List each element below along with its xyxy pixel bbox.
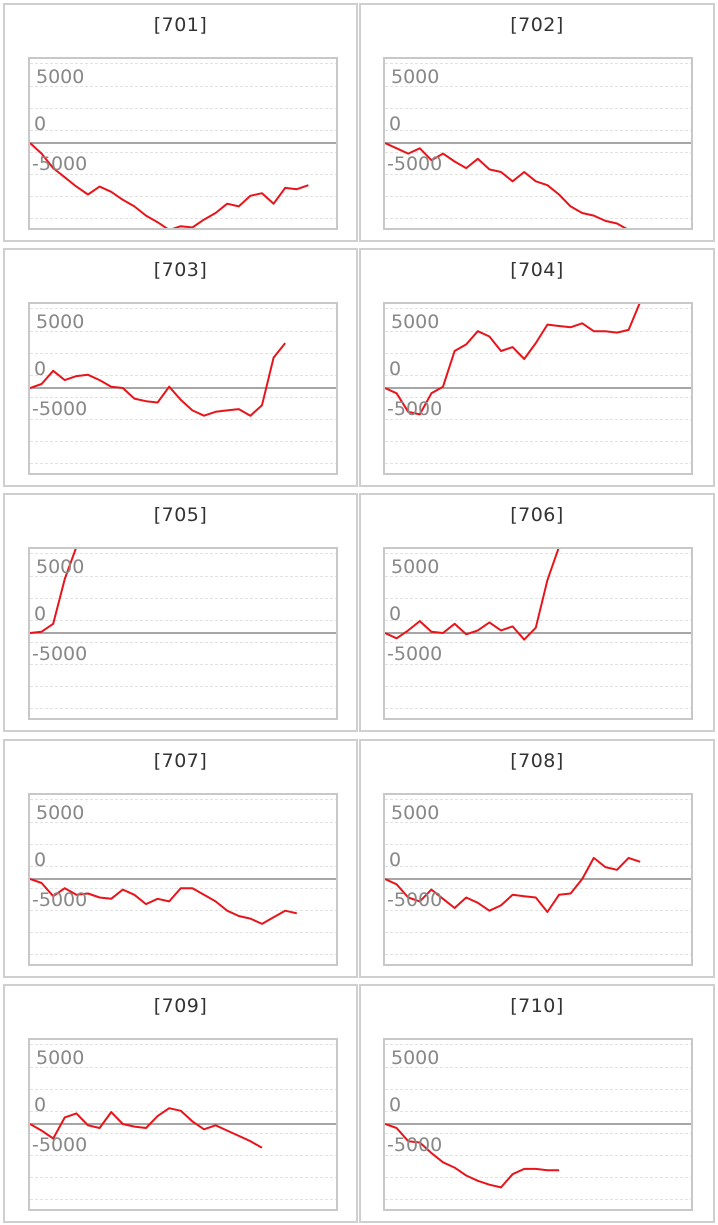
series-line	[385, 142, 628, 228]
plot-area	[383, 793, 693, 966]
chart-title: [702]	[510, 14, 564, 36]
y-tick-label: 0	[389, 1094, 402, 1116]
chart-panel: [708] 5000 0 -5000	[359, 739, 715, 978]
chart-panel: [703] 5000 0 -5000	[3, 248, 358, 487]
series-line	[385, 549, 560, 641]
series-line	[30, 549, 77, 634]
y-tick-label: 5000	[36, 556, 85, 578]
chart-panel: [705] 5000 0 -5000	[3, 493, 358, 732]
plot-svg	[385, 63, 691, 228]
plot-area	[28, 547, 338, 720]
plot-svg	[385, 799, 691, 955]
plot-area	[28, 57, 338, 230]
plot-svg	[30, 549, 336, 709]
chart-panel: [702] 5000 0 -5000	[359, 3, 715, 242]
plot-area	[383, 57, 693, 230]
y-tick-label: 0	[389, 113, 402, 135]
y-tick-label: -5000	[387, 889, 443, 911]
chart-title: [708]	[510, 750, 564, 772]
y-tick-label: 5000	[391, 66, 440, 88]
chart-title: [703]	[153, 259, 208, 281]
series-line	[385, 304, 641, 416]
y-tick-label: 0	[389, 603, 402, 625]
chart-panel: [709] 5000 0 -5000	[3, 984, 358, 1223]
plot-area	[383, 1038, 693, 1211]
chart-title: [706]	[510, 504, 564, 526]
y-tick-label: 5000	[36, 1047, 85, 1069]
y-tick-label: 5000	[391, 802, 440, 824]
chart-title: [709]	[153, 995, 208, 1017]
y-tick-label: 5000	[391, 556, 440, 578]
chart-title: [707]	[153, 750, 208, 772]
chart-panel: [704] 5000 0 -5000	[359, 248, 715, 487]
y-tick-label: 0	[34, 849, 47, 871]
y-tick-label: -5000	[32, 153, 88, 175]
plot-area	[383, 547, 693, 720]
y-tick-label: -5000	[32, 1134, 88, 1156]
chart-title: [710]	[510, 995, 564, 1017]
chart-panel: [701] 5000 0 -5000	[3, 3, 358, 242]
chart-title: [701]	[153, 14, 208, 36]
y-tick-label: -5000	[387, 643, 443, 665]
chart-title: [704]	[510, 259, 564, 281]
y-tick-label: -5000	[387, 153, 443, 175]
y-tick-label: 5000	[391, 311, 440, 333]
plot-svg	[385, 304, 691, 464]
series-line	[30, 1107, 263, 1149]
chart-panel: [707] 5000 0 -5000	[3, 739, 358, 978]
plot-svg	[30, 1044, 336, 1200]
y-tick-label: 5000	[36, 802, 85, 824]
y-tick-label: 0	[389, 849, 402, 871]
plot-svg	[385, 549, 691, 709]
plot-svg	[30, 799, 336, 955]
y-tick-label: -5000	[32, 889, 88, 911]
series-line	[30, 342, 286, 417]
series-line	[30, 878, 298, 925]
chart-panel: [706] 5000 0 -5000	[359, 493, 715, 732]
series-line	[385, 1123, 559, 1189]
plot-area	[28, 302, 338, 475]
y-tick-label: 0	[34, 1094, 47, 1116]
y-tick-label: -5000	[387, 1134, 443, 1156]
plot-area	[383, 302, 693, 475]
plot-svg	[30, 63, 336, 228]
plot-svg	[385, 1044, 691, 1200]
chart-title: [705]	[153, 504, 208, 526]
y-tick-label: 0	[34, 358, 47, 380]
y-tick-label: -5000	[387, 398, 443, 420]
series-line	[385, 856, 641, 913]
series-line	[30, 142, 309, 228]
y-tick-label: 0	[389, 358, 402, 380]
plot-area	[28, 1038, 338, 1211]
y-tick-label: 5000	[36, 311, 85, 333]
y-tick-label: 5000	[36, 66, 85, 88]
y-tick-label: -5000	[32, 398, 88, 420]
y-tick-label: 0	[34, 113, 47, 135]
y-tick-label: -5000	[32, 643, 88, 665]
plot-area	[28, 793, 338, 966]
plot-svg	[30, 308, 336, 464]
y-tick-label: 5000	[391, 1047, 440, 1069]
chart-panel: [710] 5000 0 -5000	[359, 984, 715, 1223]
y-tick-label: 0	[34, 603, 47, 625]
